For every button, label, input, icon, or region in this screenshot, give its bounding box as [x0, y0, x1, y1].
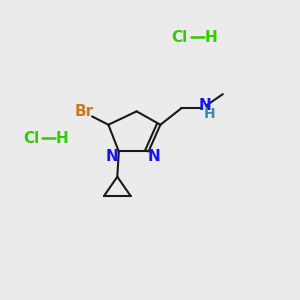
- Text: N: N: [106, 149, 118, 164]
- Text: Cl: Cl: [172, 30, 188, 45]
- Text: H: H: [205, 30, 217, 45]
- Text: N: N: [148, 149, 161, 164]
- Text: Cl: Cl: [23, 130, 39, 146]
- Text: N: N: [199, 98, 212, 113]
- Text: H: H: [204, 107, 216, 121]
- Text: H: H: [56, 130, 69, 146]
- Text: Br: Br: [75, 104, 94, 119]
